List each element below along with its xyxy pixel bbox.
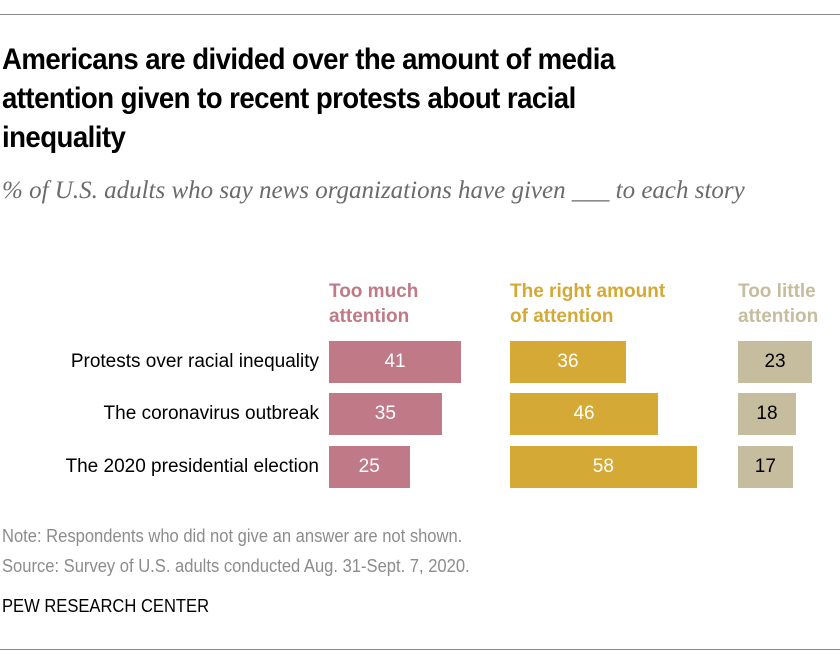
bar-right-amount — [510, 393, 659, 435]
brand-logo: PEW RESEARCH CENTER — [2, 596, 210, 616]
bar-right-amount — [510, 341, 626, 383]
top-rule — [0, 14, 840, 15]
source: Source: Survey of U.S. adults conducted … — [2, 556, 470, 576]
legend-too-much: Too much attention — [329, 281, 419, 327]
bar-too-much — [329, 393, 442, 435]
bar-too-little — [738, 446, 793, 488]
bar-value-label: 36 — [557, 351, 579, 372]
bar-value-label: 17 — [754, 456, 776, 477]
legend-too-little: Too little attention — [738, 281, 819, 327]
row-label-election: The 2020 presidential election — [65, 456, 319, 477]
bar-too-much — [329, 446, 410, 488]
bar-value-label: 46 — [573, 403, 595, 424]
bar-too-little — [738, 393, 796, 435]
chart-subtitle: % of U.S. adults who say news organizati… — [2, 177, 745, 204]
bar-value-label: 58 — [592, 456, 614, 477]
bar-value-label: 25 — [358, 456, 380, 477]
row-label-coronavirus: The coronavirus outbreak — [103, 403, 319, 424]
bar-too-little — [738, 341, 813, 383]
bottom-rule — [0, 649, 840, 650]
legend-right-amount: The right amount of attention — [510, 281, 666, 327]
bar-value-label: 35 — [374, 403, 396, 424]
bar-too-much — [329, 341, 462, 383]
note: Note: Respondents who did not give an an… — [2, 526, 463, 546]
bar-value-label: 41 — [384, 351, 406, 372]
bar-value-label: 23 — [764, 351, 786, 372]
row-label-protests: Protests over racial inequality — [70, 351, 319, 372]
bar-right-amount — [510, 446, 697, 488]
chart-title: Americans are divided over the amount of… — [2, 43, 615, 154]
bar-value-label: 18 — [756, 403, 778, 424]
